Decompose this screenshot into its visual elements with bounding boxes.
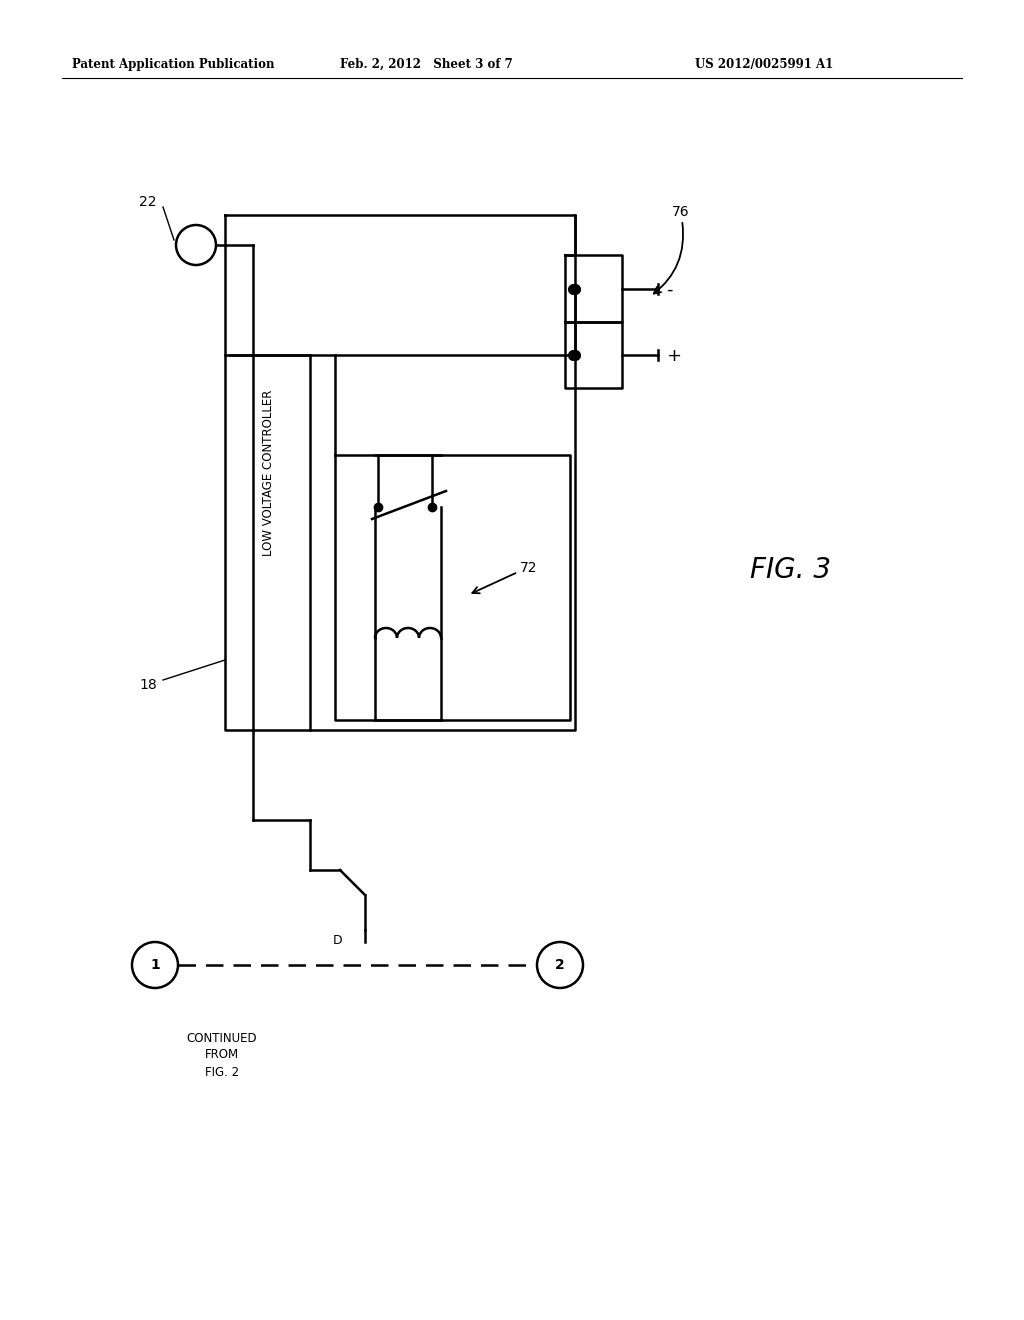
Text: FIG. 3: FIG. 3	[750, 556, 830, 583]
Text: -: -	[666, 281, 673, 298]
Text: Patent Application Publication: Patent Application Publication	[72, 58, 274, 71]
Text: US 2012/0025991 A1: US 2012/0025991 A1	[695, 58, 834, 71]
Text: CONTINUED
FROM
FIG. 2: CONTINUED FROM FIG. 2	[186, 1031, 257, 1078]
Text: 1: 1	[151, 958, 160, 972]
Text: Feb. 2, 2012   Sheet 3 of 7: Feb. 2, 2012 Sheet 3 of 7	[340, 58, 513, 71]
Text: 72: 72	[520, 561, 538, 576]
Text: 2: 2	[555, 958, 565, 972]
Text: 18: 18	[139, 678, 157, 692]
Text: 76: 76	[672, 205, 689, 219]
Text: +: +	[666, 347, 681, 366]
Text: LOW VOLTAGE CONTROLLER: LOW VOLTAGE CONTROLLER	[261, 389, 274, 556]
Text: D: D	[333, 933, 342, 946]
Text: 22: 22	[139, 195, 157, 209]
